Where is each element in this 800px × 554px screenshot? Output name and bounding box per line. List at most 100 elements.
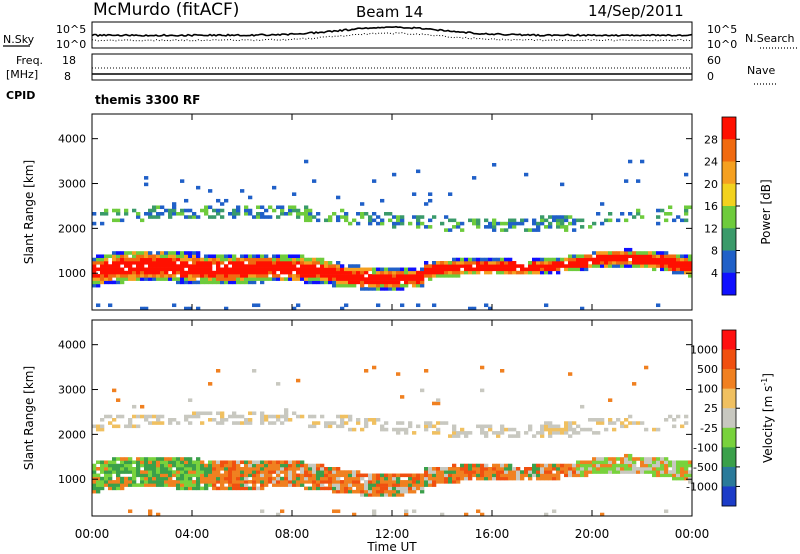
heatmap-cell: [220, 277, 225, 281]
heatmap-cell: [252, 257, 257, 262]
heatmap-cell: [292, 470, 297, 474]
heatmap-cell: [504, 470, 509, 474]
heatmap-cell: [124, 483, 129, 487]
heatmap-cell: [264, 463, 269, 468]
heatmap-cell: [428, 225, 433, 229]
heatmap-cell: [200, 480, 205, 484]
heatmap-cell: [328, 473, 333, 478]
heatmap-cell: [188, 254, 193, 259]
heatmap-cell: [228, 467, 233, 471]
heatmap-cell: [212, 463, 217, 468]
heatmap-cell: [676, 254, 681, 259]
heatmap-cell: [416, 483, 421, 487]
heatmap-cell: [180, 251, 185, 255]
heatmap-cell: [224, 257, 229, 262]
heatmap-cell: [116, 270, 121, 275]
heatmap-cell: [292, 480, 297, 484]
heatmap-cell: [144, 463, 149, 468]
heatmap-cell: [204, 486, 209, 491]
heatmap-cell: [556, 264, 561, 268]
heatmap-cell: [168, 463, 173, 468]
heatmap-cell: [280, 257, 285, 262]
heatmap-cell: [168, 460, 173, 465]
heatmap-cell: [372, 287, 377, 291]
heatmap-cell: [544, 463, 549, 468]
colorbar-tick-label: 12: [704, 222, 718, 235]
freq-label: Freq.: [16, 54, 43, 67]
heatmap-cell: [512, 221, 517, 226]
heatmap-cell: [204, 470, 209, 474]
heatmap-cell: [148, 208, 153, 213]
heatmap-cell: [392, 486, 397, 491]
heatmap-cell: [396, 483, 401, 487]
heatmap-cell: [224, 460, 229, 465]
heatmap-cell: [444, 476, 449, 481]
heatmap-cell: [256, 480, 261, 484]
heatmap-cell: [364, 280, 369, 285]
heatmap-cell: [96, 427, 101, 432]
heatmap-cell: [116, 486, 121, 491]
heatmap-cell: [228, 473, 233, 478]
heatmap-cell: [500, 470, 505, 474]
heatmap-cell: [232, 460, 237, 465]
heatmap-cell: [388, 283, 393, 288]
heatmap-cell: [404, 270, 409, 275]
heatmap-cell: [344, 267, 349, 272]
heatmap-cell: [116, 277, 121, 281]
heatmap-cell: [168, 277, 173, 281]
heatmap-cell: [232, 411, 237, 416]
heatmap-cell: [324, 277, 329, 281]
heatmap-cell: [424, 202, 429, 206]
heatmap-cell: [148, 277, 153, 281]
heatmap-cell: [396, 473, 401, 478]
heatmap-cell: [368, 486, 373, 491]
heatmap-cell: [528, 264, 533, 268]
heatmap-cell: [120, 267, 125, 272]
heatmap-cell: [604, 460, 609, 465]
heatmap-cell: [424, 270, 429, 275]
heatmap-cell: [284, 460, 289, 465]
heatmap-cell: [132, 460, 137, 465]
heatmap-cell: [356, 476, 361, 481]
heatmap-cell: [536, 467, 541, 471]
heatmap-cell: [316, 483, 321, 487]
heatmap-cell: [616, 251, 621, 255]
heatmap-cell: [292, 264, 297, 268]
heatmap-cell: [160, 254, 165, 259]
heatmap-cell: [636, 470, 641, 474]
heatmap-cell: [212, 418, 217, 422]
heatmap-cell: [660, 208, 665, 213]
heatmap-cell: [112, 257, 117, 262]
heatmap-cell: [332, 283, 337, 288]
heatmap-cell: [456, 267, 461, 272]
heatmap-cell: [236, 414, 241, 419]
heatmap-cell: [568, 467, 573, 471]
heatmap-cell: [372, 480, 377, 484]
heatmap-cell: [168, 267, 173, 272]
heatmap-cell: [672, 264, 677, 268]
heatmap-cell: [532, 267, 537, 272]
heatmap-cell: [560, 463, 565, 468]
heatmap-cell: [208, 274, 213, 278]
heatmap-cell: [244, 257, 249, 262]
heatmap-cell: [300, 480, 305, 484]
heatmap-cell: [344, 470, 349, 474]
heatmap-cell: [324, 476, 329, 481]
heatmap-cell: [108, 463, 113, 468]
heatmap-cell: [256, 270, 261, 275]
heatmap-cell: [252, 254, 257, 259]
heatmap-cell: [604, 463, 609, 468]
heatmap-cell: [648, 264, 653, 268]
heatmap-cell: [576, 467, 581, 471]
heatmap-cell: [688, 257, 693, 262]
heatmap-cell: [324, 470, 329, 474]
heatmap-cell: [532, 264, 537, 268]
heatmap-cell: [592, 418, 597, 422]
heatmap-cell: [196, 473, 201, 478]
heatmap-cell: [644, 470, 649, 474]
heatmap-cell: [640, 470, 645, 474]
heatmap-cell: [544, 270, 549, 275]
heatmap-cell: [144, 176, 149, 180]
heatmap-cell: [544, 261, 549, 265]
